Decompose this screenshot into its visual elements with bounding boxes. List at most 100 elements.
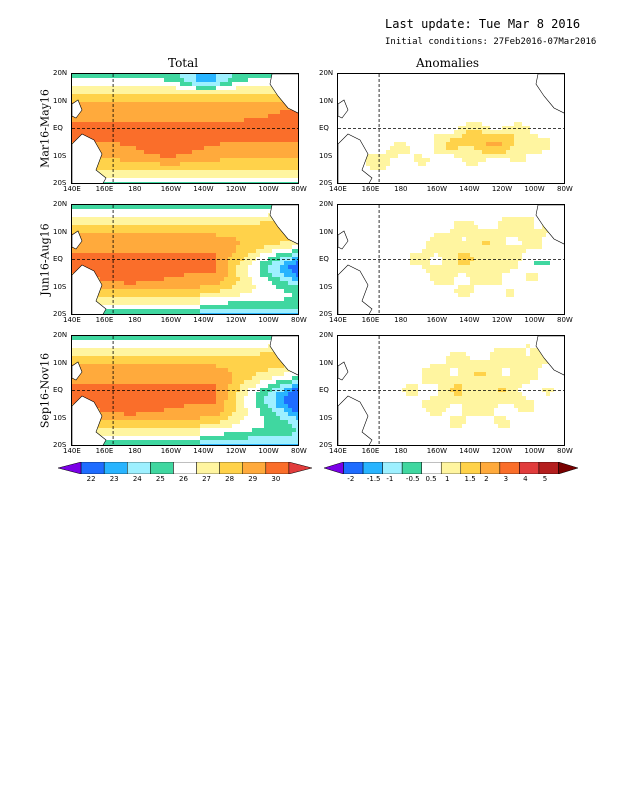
colorbar-tick-label: 27 <box>202 475 211 483</box>
map-panel-anomalies-mam <box>337 73 565 184</box>
colorbar-swatch <box>288 462 312 474</box>
lat-tick-label: 10S <box>319 282 333 291</box>
sst-total-field <box>72 336 298 445</box>
colorbar-swatch <box>242 462 267 474</box>
map-panel-anomalies-jja <box>337 204 565 315</box>
colorbar-tick-label: 26 <box>179 475 188 483</box>
lon-tick-label: 80W <box>291 185 307 193</box>
row-label-jja: Jun16-Aug16 <box>38 223 52 296</box>
lon-tick-label: 180 <box>128 316 142 324</box>
lat-tick-label: EQ <box>53 124 63 132</box>
lat-tick-label: EQ <box>53 255 63 263</box>
lon-tick-label: 80W <box>291 447 307 455</box>
lat-tick-label: 20N <box>319 200 334 208</box>
lat-tick-label: 10N <box>319 96 334 105</box>
lon-tick-label: 160W <box>426 447 447 455</box>
colorbar-tick-label: -1.5 <box>366 475 381 483</box>
lon-tick-label: 100W <box>524 447 545 455</box>
lon-tick-label: 180 <box>394 447 408 455</box>
colorbar-swatch <box>80 462 105 474</box>
lon-tick-label: 160E <box>95 447 114 455</box>
colorbar-tick-label: 0.5 <box>425 475 437 483</box>
lon-tick-label: 140E <box>63 316 81 324</box>
colorbar-swatch <box>538 462 559 474</box>
lon-tick-label: 100W <box>258 316 279 324</box>
colorbar-tick-label: 22 <box>86 475 96 483</box>
lon-tick-label: 160E <box>361 316 380 324</box>
colorbar-tick-label: 1.5 <box>464 475 476 483</box>
colorbar-tick-label: 23 <box>109 475 119 483</box>
lon-tick-label: 80W <box>557 447 573 455</box>
colorbar-swatch <box>440 462 462 474</box>
lon-tick-label: 140W <box>193 316 214 324</box>
column-title-anomalies: Anomalies <box>416 56 480 70</box>
colorbar-swatch <box>196 462 220 474</box>
colorbar-swatch <box>219 462 243 474</box>
colorbar-swatch <box>421 462 442 474</box>
colorbar-swatch <box>343 462 364 474</box>
lat-tick-label: 10S <box>53 282 67 291</box>
map-panel-total-jja <box>71 204 299 315</box>
lon-tick-label: 120W <box>225 185 247 193</box>
lon-tick-label: 180 <box>128 447 142 455</box>
lon-tick-label: 160E <box>95 185 114 193</box>
row-label-mam: Mar16-May16 <box>38 89 52 168</box>
colorbar-swatch <box>324 462 344 474</box>
lat-tick-label: 20N <box>319 331 334 339</box>
lat-tick-label: 10S <box>319 413 333 422</box>
colorbar-tick-label: 4 <box>523 475 528 483</box>
lon-tick-label: 180 <box>128 185 142 193</box>
colorbar-tick-label: 25 <box>155 475 165 483</box>
lat-tick-label: 10S <box>319 151 333 160</box>
colorbar-swatch <box>103 462 128 474</box>
lon-tick-label: 160E <box>361 185 380 193</box>
colorbar-tick-label: 5 <box>542 475 548 483</box>
lon-tick-label: 120W <box>491 447 513 455</box>
lon-tick-label: 160W <box>426 185 447 193</box>
lon-tick-label: 140E <box>63 447 81 455</box>
lat-tick-label: 20N <box>53 200 68 208</box>
colorbar-swatch <box>58 462 82 474</box>
colorbar-tick-label: 30 <box>271 475 281 483</box>
lon-tick-label: 140W <box>193 185 214 193</box>
colorbar-swatch <box>382 462 403 474</box>
lat-tick-label: 20S <box>53 310 67 318</box>
lat-tick-label: EQ <box>319 386 329 394</box>
colorbar-tick-label: 24 <box>132 475 142 483</box>
colorbar-swatch <box>173 462 197 474</box>
colorbar-swatch <box>499 462 520 474</box>
lon-tick-label: 160W <box>160 316 181 324</box>
initial-conditions-text: Initial conditions: 27Feb2016-07Mar2016 <box>385 37 597 47</box>
colorbar-swatch <box>401 462 422 474</box>
colorbar-tick-label: 28 <box>225 475 235 483</box>
lon-tick-label: 140E <box>329 316 347 324</box>
lat-tick-label: 20S <box>319 310 333 318</box>
sst-anomaly-field <box>338 336 564 445</box>
lat-tick-label: 20S <box>319 179 333 187</box>
lat-tick-label: 10S <box>53 151 67 160</box>
sst-anomaly-field <box>338 74 564 183</box>
colorbar-swatch <box>480 462 501 474</box>
lat-tick-label: 20N <box>319 69 334 77</box>
lon-tick-label: 140W <box>459 185 480 193</box>
lat-tick-label: 20N <box>53 331 68 339</box>
lat-tick-label: 20S <box>53 179 67 187</box>
lon-tick-label: 100W <box>258 185 279 193</box>
colorbar-tick-label: 1 <box>445 475 450 483</box>
sst-anomaly-field <box>338 205 564 314</box>
lat-tick-label: EQ <box>319 124 329 132</box>
colorbar-swatch <box>265 462 290 474</box>
colorbar-swatch <box>127 462 151 474</box>
sst-total-field <box>72 205 298 314</box>
lat-tick-label: 10N <box>319 227 334 236</box>
map-panel-total-son <box>71 335 299 446</box>
lat-tick-label: 10N <box>53 227 68 236</box>
lon-tick-label: 100W <box>524 316 545 324</box>
row-label-son: Sep16-Nov16 <box>38 352 52 429</box>
colorbar-tick-label: -2 <box>347 475 355 483</box>
lon-tick-label: 140W <box>193 447 214 455</box>
lat-tick-label: 20S <box>319 441 333 449</box>
lat-tick-label: 20S <box>53 441 67 449</box>
lat-tick-label: 20N <box>53 69 68 77</box>
colorbar-swatch <box>519 462 540 474</box>
